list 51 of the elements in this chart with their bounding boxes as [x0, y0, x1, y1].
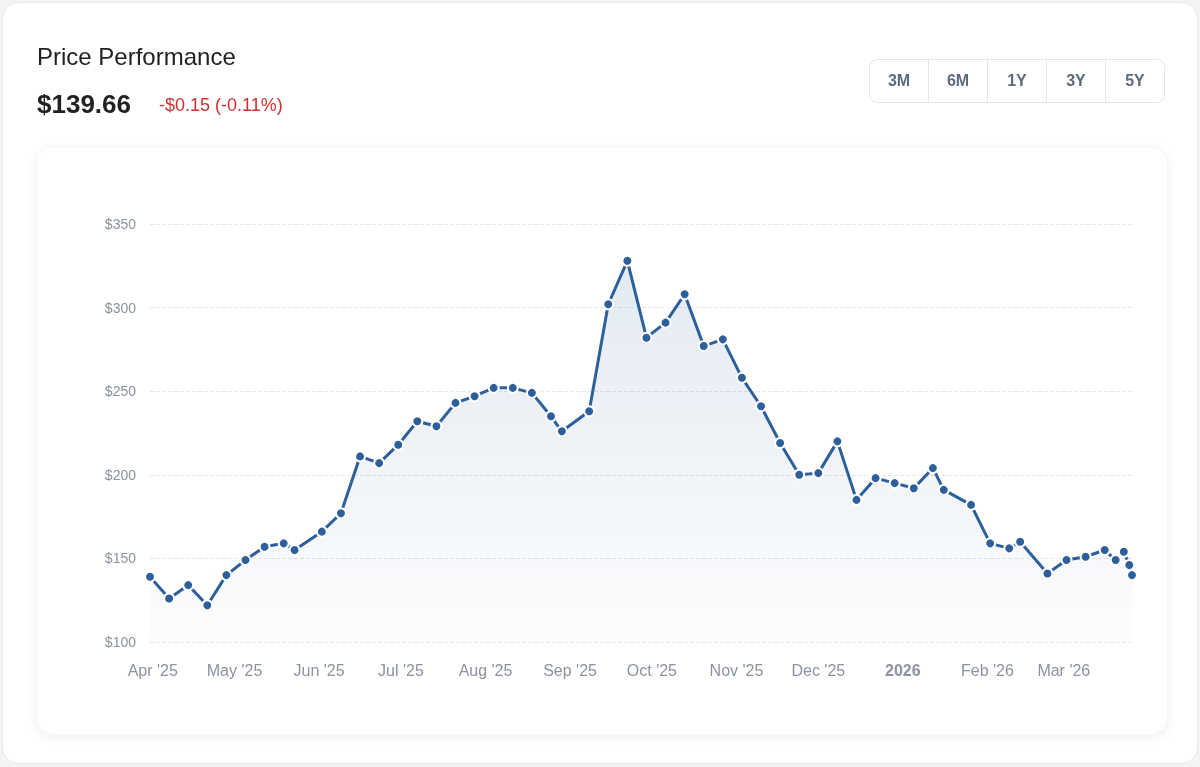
- x-tick-label: Dec '25: [791, 661, 846, 679]
- text: 3Y: [1046, 60, 1105, 102]
- point: [163, 592, 176, 605]
- point: [544, 410, 557, 423]
- point: [812, 467, 825, 480]
- point: [392, 438, 405, 451]
- point: [659, 316, 672, 329]
- point: [430, 420, 443, 433]
- point: [373, 457, 386, 470]
- point: [1041, 567, 1054, 580]
- y-tick-label: $250: [104, 383, 137, 400]
- x-tick-label: Feb '26: [960, 661, 1014, 679]
- point: [850, 493, 863, 506]
- point: [334, 507, 347, 520]
- point: [315, 525, 328, 538]
- point: [984, 537, 997, 550]
- point: [735, 371, 748, 384]
- chart-title: Price Performance: [37, 43, 236, 71]
- x-tick-label: Jul '25: [378, 661, 424, 679]
- x-tick-label: Nov '25: [709, 661, 764, 679]
- x-tick-label: May '25: [206, 661, 263, 679]
- y-tick-label: $300: [104, 299, 137, 316]
- text: 1Y: [987, 60, 1046, 102]
- x-tick-label: Aug '25: [458, 661, 513, 679]
- point: [793, 468, 806, 481]
- text: -$0.15 (-0.11%): [159, 95, 283, 116]
- x-tick-label: Apr '25: [127, 661, 178, 679]
- point: [937, 483, 950, 496]
- point: [583, 405, 596, 418]
- y-tick-label: $200: [104, 466, 137, 483]
- point: [239, 554, 252, 567]
- chart-subtitle: $139.66: [37, 89, 131, 120]
- x-tick-label: 2026: [885, 661, 921, 679]
- point: [907, 482, 920, 495]
- point: [640, 331, 653, 344]
- point: [1109, 554, 1122, 567]
- y-tick-label: $100: [104, 634, 137, 650]
- x-tick-label: Sep '25: [543, 661, 598, 679]
- x-tick-label: Jun '25: [293, 661, 345, 679]
- y-tick-label: $150: [104, 550, 137, 567]
- point: [602, 298, 615, 311]
- text: 5Y: [1105, 60, 1164, 102]
- text: 3M: [886, 71, 912, 91]
- point: [697, 340, 710, 353]
- point: [288, 544, 301, 557]
- y-tick-label: $350: [104, 216, 137, 232]
- point: [468, 390, 481, 403]
- x-tick-label: Oct '25: [626, 661, 678, 679]
- x-tick-label: Mar '26: [1037, 661, 1091, 679]
- point: [555, 425, 568, 438]
- text: 6M: [928, 60, 987, 102]
